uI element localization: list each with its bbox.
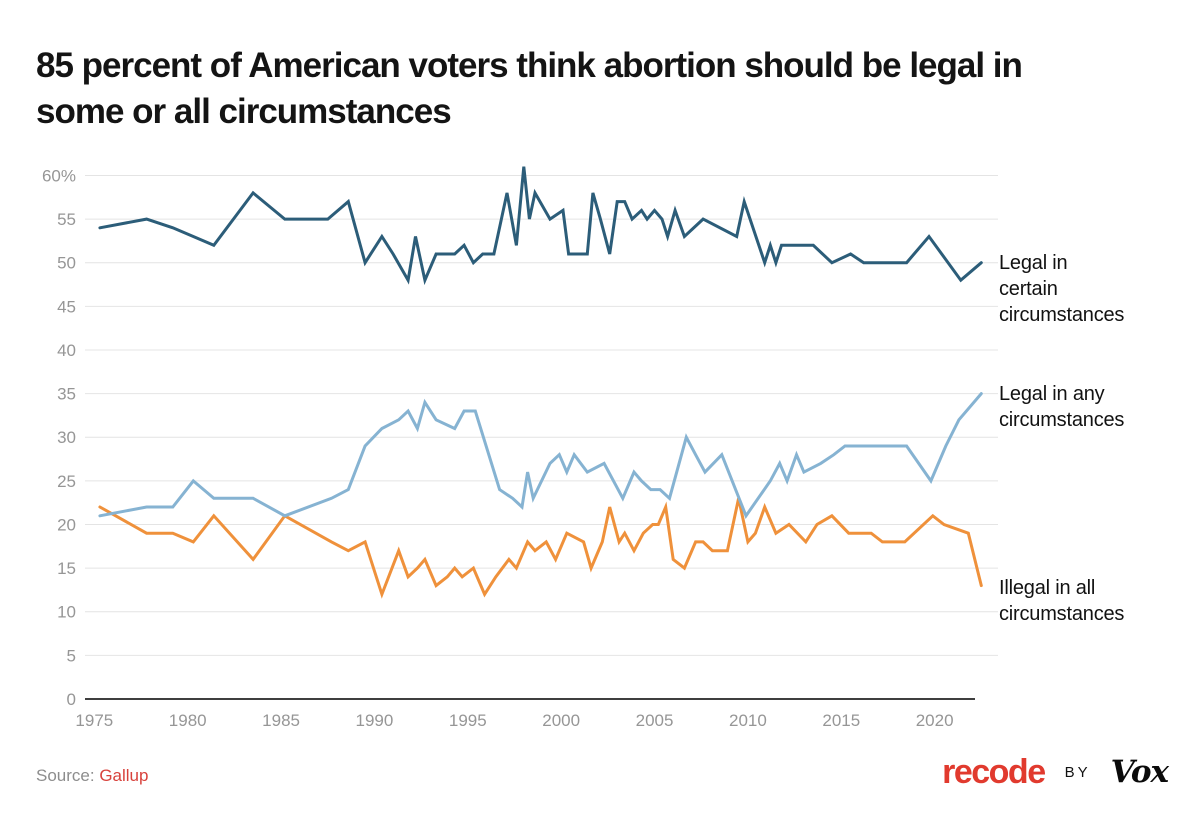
gallup-link[interactable]: Gallup (99, 766, 149, 785)
series-label-illegal: Illegal in all circumstances (999, 577, 1125, 625)
series-line-legal-in-any-circumstances (98, 392, 983, 519)
y-tick-label: 30 (57, 428, 76, 447)
recode-logo: recode (942, 753, 1046, 791)
source-label: Source: (36, 766, 95, 785)
x-tick-label: 1990 (356, 711, 394, 730)
y-tick-label: 25 (57, 472, 76, 491)
page-title-line1: 85 percent of American voters think abor… (36, 46, 1023, 86)
branding: recode BY Vox (942, 750, 1169, 794)
page-title: 85 percent of American voters think abor… (36, 43, 1023, 135)
y-tick-label: 45 (57, 297, 76, 316)
x-tick-label: 1975 (75, 711, 113, 730)
y-tick-label: 40 (57, 341, 76, 360)
y-tick-label: 20 (57, 515, 76, 534)
y-tick-label: 35 (57, 385, 76, 404)
x-tick-label: 2010 (729, 711, 767, 730)
y-tick-label: 5 (67, 646, 76, 665)
x-tick-label: 2000 (542, 711, 580, 730)
series-label-any: Legal in any circumstances (999, 383, 1125, 431)
y-axis-labels: 0 5 10 15 20 25 30 35 40 45 50 55 60% (42, 166, 76, 709)
vox-logo: Vox (1110, 753, 1169, 790)
series-line-legal-in-certain-circumstances (98, 166, 983, 286)
x-tick-label: 2005 (636, 711, 674, 730)
y-tick-label: 60% (42, 166, 76, 185)
y-tick-label: 50 (57, 254, 76, 273)
x-tick-label: 1995 (449, 711, 487, 730)
y-tick-label: 10 (57, 603, 76, 622)
y-gridlines (85, 174, 998, 700)
x-axis-labels: 1975 1980 1985 1990 1995 2000 2005 2010 2015 2020 (75, 711, 953, 730)
y-tick-label: 0 (67, 690, 76, 709)
y-tick-label: 15 (57, 559, 76, 578)
by-label: BY (1064, 763, 1091, 781)
x-tick-label: 1980 (169, 711, 207, 730)
x-tick-label: 2020 (916, 711, 954, 730)
x-tick-label: 2015 (822, 711, 860, 730)
series-line-illegal-in-all-circumstances (98, 497, 983, 599)
y-tick-label: 55 (57, 210, 76, 229)
x-tick-label: 1985 (262, 711, 300, 730)
series-label-certain: Legal in certain circumstances (999, 252, 1125, 326)
page-title-line2: some or all circumstances (36, 92, 452, 132)
source-line: Source: Gallup (36, 766, 148, 786)
